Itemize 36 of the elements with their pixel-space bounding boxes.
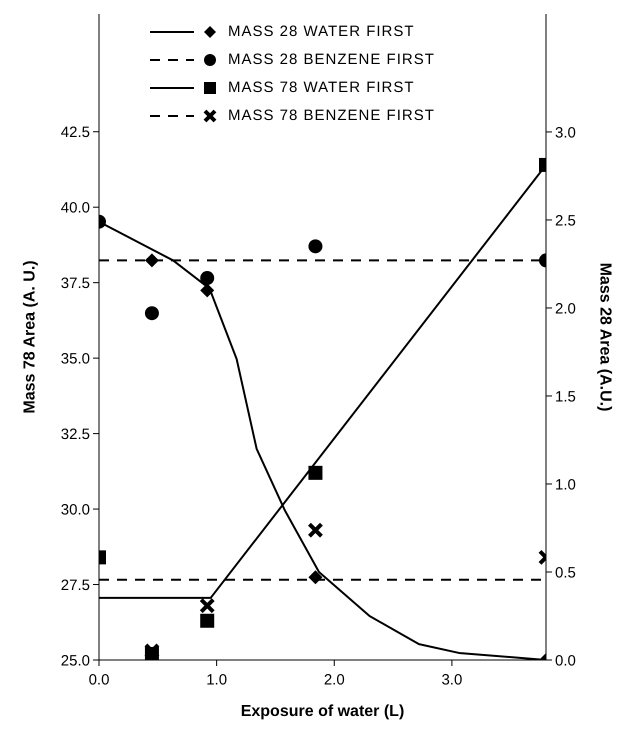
- y2-tick-label: 2.0: [555, 300, 576, 318]
- y2-tick-label: 1.0: [555, 476, 576, 494]
- x-tick-label: 2.0: [324, 672, 345, 689]
- y-tick-label: 37.5: [60, 274, 90, 292]
- point: [308, 239, 322, 254]
- y2-tick-label: 0.0: [555, 652, 576, 670]
- y-tick-label: 40.0: [60, 200, 90, 217]
- y-tick-label: 25.0: [60, 652, 90, 670]
- point: [199, 598, 216, 614]
- y-tick-label: 32.5: [60, 426, 90, 443]
- x-axis-title: Exposure of water (L): [240, 703, 404, 720]
- point: [307, 522, 324, 538]
- point: [200, 271, 214, 286]
- y2-tick-label: 1.5: [555, 388, 576, 406]
- point: [200, 283, 214, 298]
- y2-axis-title: Mass 28 Area (A.U.): [596, 262, 614, 412]
- y-tick-label: 42.5: [60, 124, 90, 142]
- point: [200, 614, 214, 628]
- x-tick-label: 3.0: [441, 672, 462, 689]
- legend-label: MASS 78 WATER FIRST: [228, 78, 415, 98]
- y-tick-label: 35.0: [60, 350, 90, 368]
- legend-label: MASS 78 BENZENE FIRST: [228, 106, 435, 126]
- point: [144, 306, 159, 320]
- point: [308, 570, 322, 584]
- point: [308, 466, 322, 480]
- point: [144, 253, 159, 268]
- x-tick-label: 0.0: [88, 672, 110, 689]
- y2-tick-label: 0.5: [555, 564, 576, 582]
- x-tick-label: 1.0: [206, 672, 228, 689]
- legend-label: MASS 28 BENZENE FIRST: [228, 50, 435, 70]
- y2-tick-label: 3.0: [555, 124, 576, 142]
- legend-label: MASS 28 WATER FIRST: [228, 22, 415, 42]
- y-tick-label: 30.0: [60, 501, 90, 518]
- y-tick-label: 27.5: [60, 576, 90, 594]
- y-axis-title: Mass 78 Area (A. U.): [22, 260, 39, 414]
- y2-tick-label: 2.5: [555, 212, 576, 230]
